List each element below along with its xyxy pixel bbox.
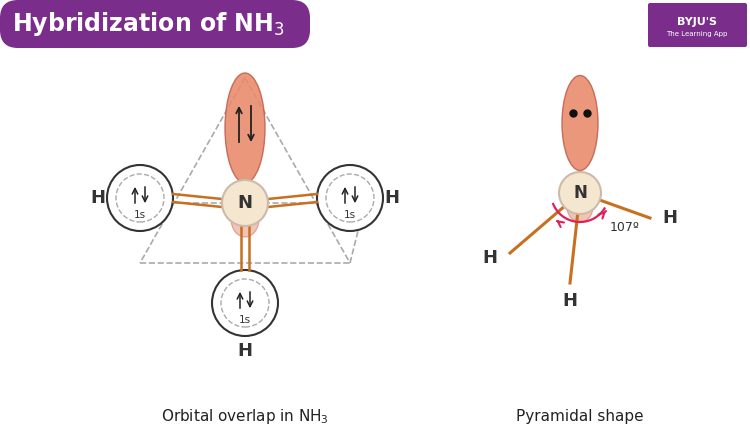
- Text: BYJU'S: BYJU'S: [677, 17, 717, 27]
- Text: H: H: [482, 249, 497, 267]
- Circle shape: [317, 165, 383, 231]
- Text: N: N: [238, 194, 253, 212]
- FancyBboxPatch shape: [0, 0, 310, 48]
- Text: H: H: [662, 209, 677, 227]
- Text: H: H: [91, 189, 106, 207]
- Circle shape: [222, 180, 268, 226]
- Ellipse shape: [567, 192, 593, 222]
- Text: Pyramidal shape: Pyramidal shape: [516, 409, 644, 424]
- Circle shape: [212, 270, 278, 336]
- Text: 1s: 1s: [239, 315, 251, 325]
- Circle shape: [559, 172, 601, 214]
- Ellipse shape: [225, 73, 265, 183]
- FancyBboxPatch shape: [648, 3, 747, 47]
- Ellipse shape: [562, 75, 598, 170]
- Text: H: H: [238, 342, 253, 360]
- Text: Hybridization of NH$_3$: Hybridization of NH$_3$: [12, 10, 284, 38]
- Text: 107º: 107º: [610, 221, 640, 234]
- Text: Orbital overlap in NH$_3$: Orbital overlap in NH$_3$: [161, 406, 329, 425]
- Text: H: H: [385, 189, 400, 207]
- Text: N: N: [573, 184, 587, 202]
- Text: H: H: [562, 292, 578, 310]
- Text: 1s: 1s: [134, 210, 146, 220]
- Text: 1s: 1s: [344, 210, 356, 220]
- Text: The Learning App: The Learning App: [666, 31, 728, 37]
- Ellipse shape: [231, 201, 259, 237]
- Circle shape: [107, 165, 173, 231]
